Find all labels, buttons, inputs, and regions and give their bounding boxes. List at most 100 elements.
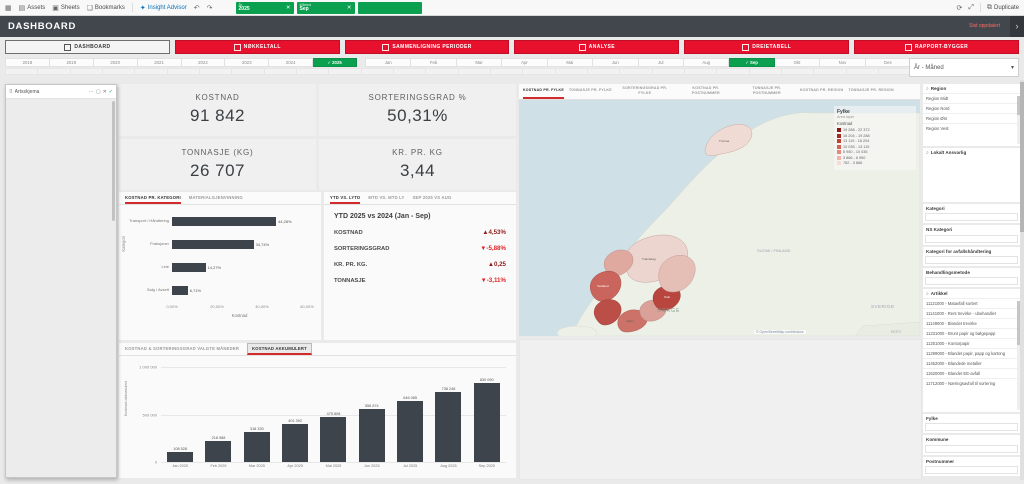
filter-value[interactable]: 11299000 - Blandet papir, papp og karton… — [923, 348, 1020, 358]
close-icon[interactable]: ✕ — [103, 89, 107, 95]
month-option-Sep[interactable]: ✓ Sep — [729, 58, 774, 67]
nav-rapportbygger-button[interactable]: RAPPORT-BYGGER — [854, 40, 1019, 54]
bar[interactable] — [172, 240, 254, 249]
filter-value[interactable]: 11149000 - Blandet trevirke — [923, 318, 1020, 328]
filter-value[interactable]: Region Øst — [923, 113, 1020, 123]
filter-pane-input[interactable] — [925, 213, 1018, 221]
filter-pane-input[interactable] — [925, 423, 1018, 431]
column-bar[interactable] — [320, 417, 346, 462]
sub-filter-segment[interactable] — [426, 68, 458, 75]
sub-filter-segment[interactable] — [879, 68, 911, 75]
month-option-Apr[interactable]: Apr — [502, 58, 547, 67]
ytd-tab-0[interactable]: YTD VS. LYTD — [330, 192, 360, 204]
search-icon[interactable]: ⌕ — [926, 150, 929, 156]
column-bar[interactable] — [359, 409, 385, 462]
sub-filter-segment[interactable] — [556, 68, 588, 75]
sub-filter-segment[interactable] — [103, 68, 135, 75]
sub-filter-segment[interactable] — [459, 68, 491, 75]
year-option-2020[interactable]: 2020 — [94, 58, 138, 67]
menu-bookmarks[interactable]: ❏Bookmarks — [87, 4, 125, 12]
sub-filter-segment[interactable] — [685, 68, 717, 75]
panel-scrollbar[interactable] — [112, 101, 115, 221]
bar[interactable] — [172, 217, 276, 226]
sub-filter-segment[interactable] — [5, 68, 38, 75]
map-tab-6[interactable]: TONNASJE PR. REGION — [848, 84, 893, 99]
filter-value[interactable]: 11712000 - Næringsavfall til sortering — [923, 378, 1020, 388]
sub-filter-segment[interactable] — [200, 68, 232, 75]
filter-pane-header[interactable]: ⌕ Artikkel — [923, 289, 1020, 298]
duplicate-button[interactable]: ⧉Duplicate — [987, 4, 1019, 12]
kategori-tab-1[interactable]: MATERIALGJENVINNING — [189, 192, 243, 204]
month-option-Nov[interactable]: Nov — [820, 58, 865, 67]
bar[interactable] — [172, 263, 206, 272]
sub-filter-segment[interactable] — [750, 68, 782, 75]
selection-chip-year[interactable]: År2025 ✕ — [236, 2, 294, 14]
filter-value[interactable]: 11141000 - Rent trevirke - ubehandlet — [923, 308, 1020, 318]
year-option-2022[interactable]: 2022 — [182, 58, 226, 67]
filter-pane-header[interactable]: NS Kategori — [923, 225, 1020, 233]
month-option-Jul[interactable]: Jul — [639, 58, 684, 67]
sub-filter-segment[interactable] — [38, 68, 70, 75]
filter-pane-header[interactable]: Fylke — [923, 414, 1020, 422]
sub-filter-segment[interactable] — [168, 68, 200, 75]
menu-sheets[interactable]: ▣Sheets — [52, 4, 79, 12]
filter-value[interactable]: Region Nord — [923, 103, 1020, 113]
year-option-2025[interactable]: ✓ 2025 — [313, 58, 357, 67]
selection-chip[interactable] — [358, 2, 422, 14]
map-tab-1[interactable]: TONNASJE PR. FYLKE — [569, 84, 612, 99]
column-bar[interactable] — [244, 432, 270, 462]
kategori-tab-0[interactable]: KOSTNAD PR. KATEGORI — [125, 192, 181, 204]
nav-sammenligning-button[interactable]: SAMMENLIGNING PERIODER — [345, 40, 510, 54]
drag-handle-icon[interactable]: ⠿ — [9, 89, 13, 95]
filter-pane-header[interactable]: Postnummer — [923, 457, 1020, 465]
column-bar[interactable] — [282, 424, 308, 462]
sub-filter-segment[interactable] — [71, 68, 103, 75]
ytd-tab-2[interactable]: SEP 2025 VS AUG — [413, 192, 452, 204]
filter-pane-input[interactable] — [925, 466, 1018, 474]
app-grid-icon[interactable]: ▦ — [5, 4, 12, 12]
floating-object-panel[interactable]: ⠿ Artsskjema ⋯ ▢ ✕ ✓ — [5, 84, 117, 478]
month-option-Jan[interactable]: Jan — [365, 58, 411, 67]
nav-dreietabell-button[interactable]: DREIETABELL — [684, 40, 849, 54]
nav-nokkeltall-button[interactable]: NØKKELTALL — [175, 40, 340, 54]
sub-filter-segment[interactable] — [265, 68, 297, 75]
filter-pane-input[interactable] — [925, 277, 1018, 285]
scrollbar-thumb[interactable] — [1020, 82, 1024, 232]
bottom-tab-0[interactable]: KOSTNAD & SORTERINGSGRAD VALGTE MÅNEDER — [125, 343, 239, 355]
undo-icon[interactable]: ↶ — [194, 4, 200, 12]
expand-icon[interactable]: ⤢ — [968, 4, 974, 12]
map-tab-0[interactable]: KOSTNAD PR. FYLKE — [523, 84, 564, 99]
sub-filter-segment[interactable] — [135, 68, 167, 75]
filter-pane-input[interactable] — [925, 445, 1018, 453]
filter-pane-header[interactable]: Kommune — [923, 435, 1020, 443]
bottom-tab-1[interactable]: KOSTNAD AKKUMULERT — [247, 343, 312, 355]
sub-filter-segment[interactable] — [329, 68, 361, 75]
filter-value[interactable]: 11231000 - Brunt papir og bølgepapp — [923, 328, 1020, 338]
month-option-Jun[interactable]: Jun — [593, 58, 638, 67]
sub-filter-segment[interactable] — [232, 68, 264, 75]
filter-value[interactable]: 11520000 - Blandet EE-avfall — [923, 368, 1020, 378]
more-options-icon[interactable]: ⋯ — [89, 89, 94, 95]
column-bar[interactable] — [397, 401, 423, 462]
sub-filter-segment[interactable] — [297, 68, 329, 75]
sub-filter-segment[interactable] — [717, 68, 749, 75]
selection-chip-month[interactable]: MånedSep ✕ — [297, 2, 355, 14]
redo-icon[interactable]: ↷ — [207, 4, 213, 12]
sub-filter-segment[interactable] — [588, 68, 620, 75]
clear-selection-icon[interactable]: ✕ — [286, 5, 291, 11]
nav-analyse-button[interactable]: ANALYSE — [514, 40, 679, 54]
sub-filter-segment[interactable] — [782, 68, 814, 75]
map-tab-2[interactable]: SORTERINGSGRAD PR. FYLKE — [617, 84, 673, 99]
column-bar[interactable] — [435, 392, 461, 462]
menu-insight-advisor[interactable]: ✦Insight Advisor — [140, 4, 187, 12]
filter-pane-input[interactable] — [925, 235, 1018, 243]
filter-pane-header[interactable]: Behandlingsmetode — [923, 268, 1020, 276]
confirm-icon[interactable]: ✓ — [109, 89, 113, 95]
sub-filter-segment[interactable] — [362, 68, 394, 75]
map-tab-4[interactable]: TONNASJE PR. POSTNUMMER — [739, 84, 795, 99]
menu-assets[interactable]: ▤Assets — [19, 4, 46, 12]
bar[interactable] — [172, 286, 188, 295]
ytd-tab-1[interactable]: MTD VS. MTD LY — [368, 192, 404, 204]
month-option-Mai[interactable]: Mai — [548, 58, 593, 67]
column-bar[interactable] — [474, 383, 500, 462]
